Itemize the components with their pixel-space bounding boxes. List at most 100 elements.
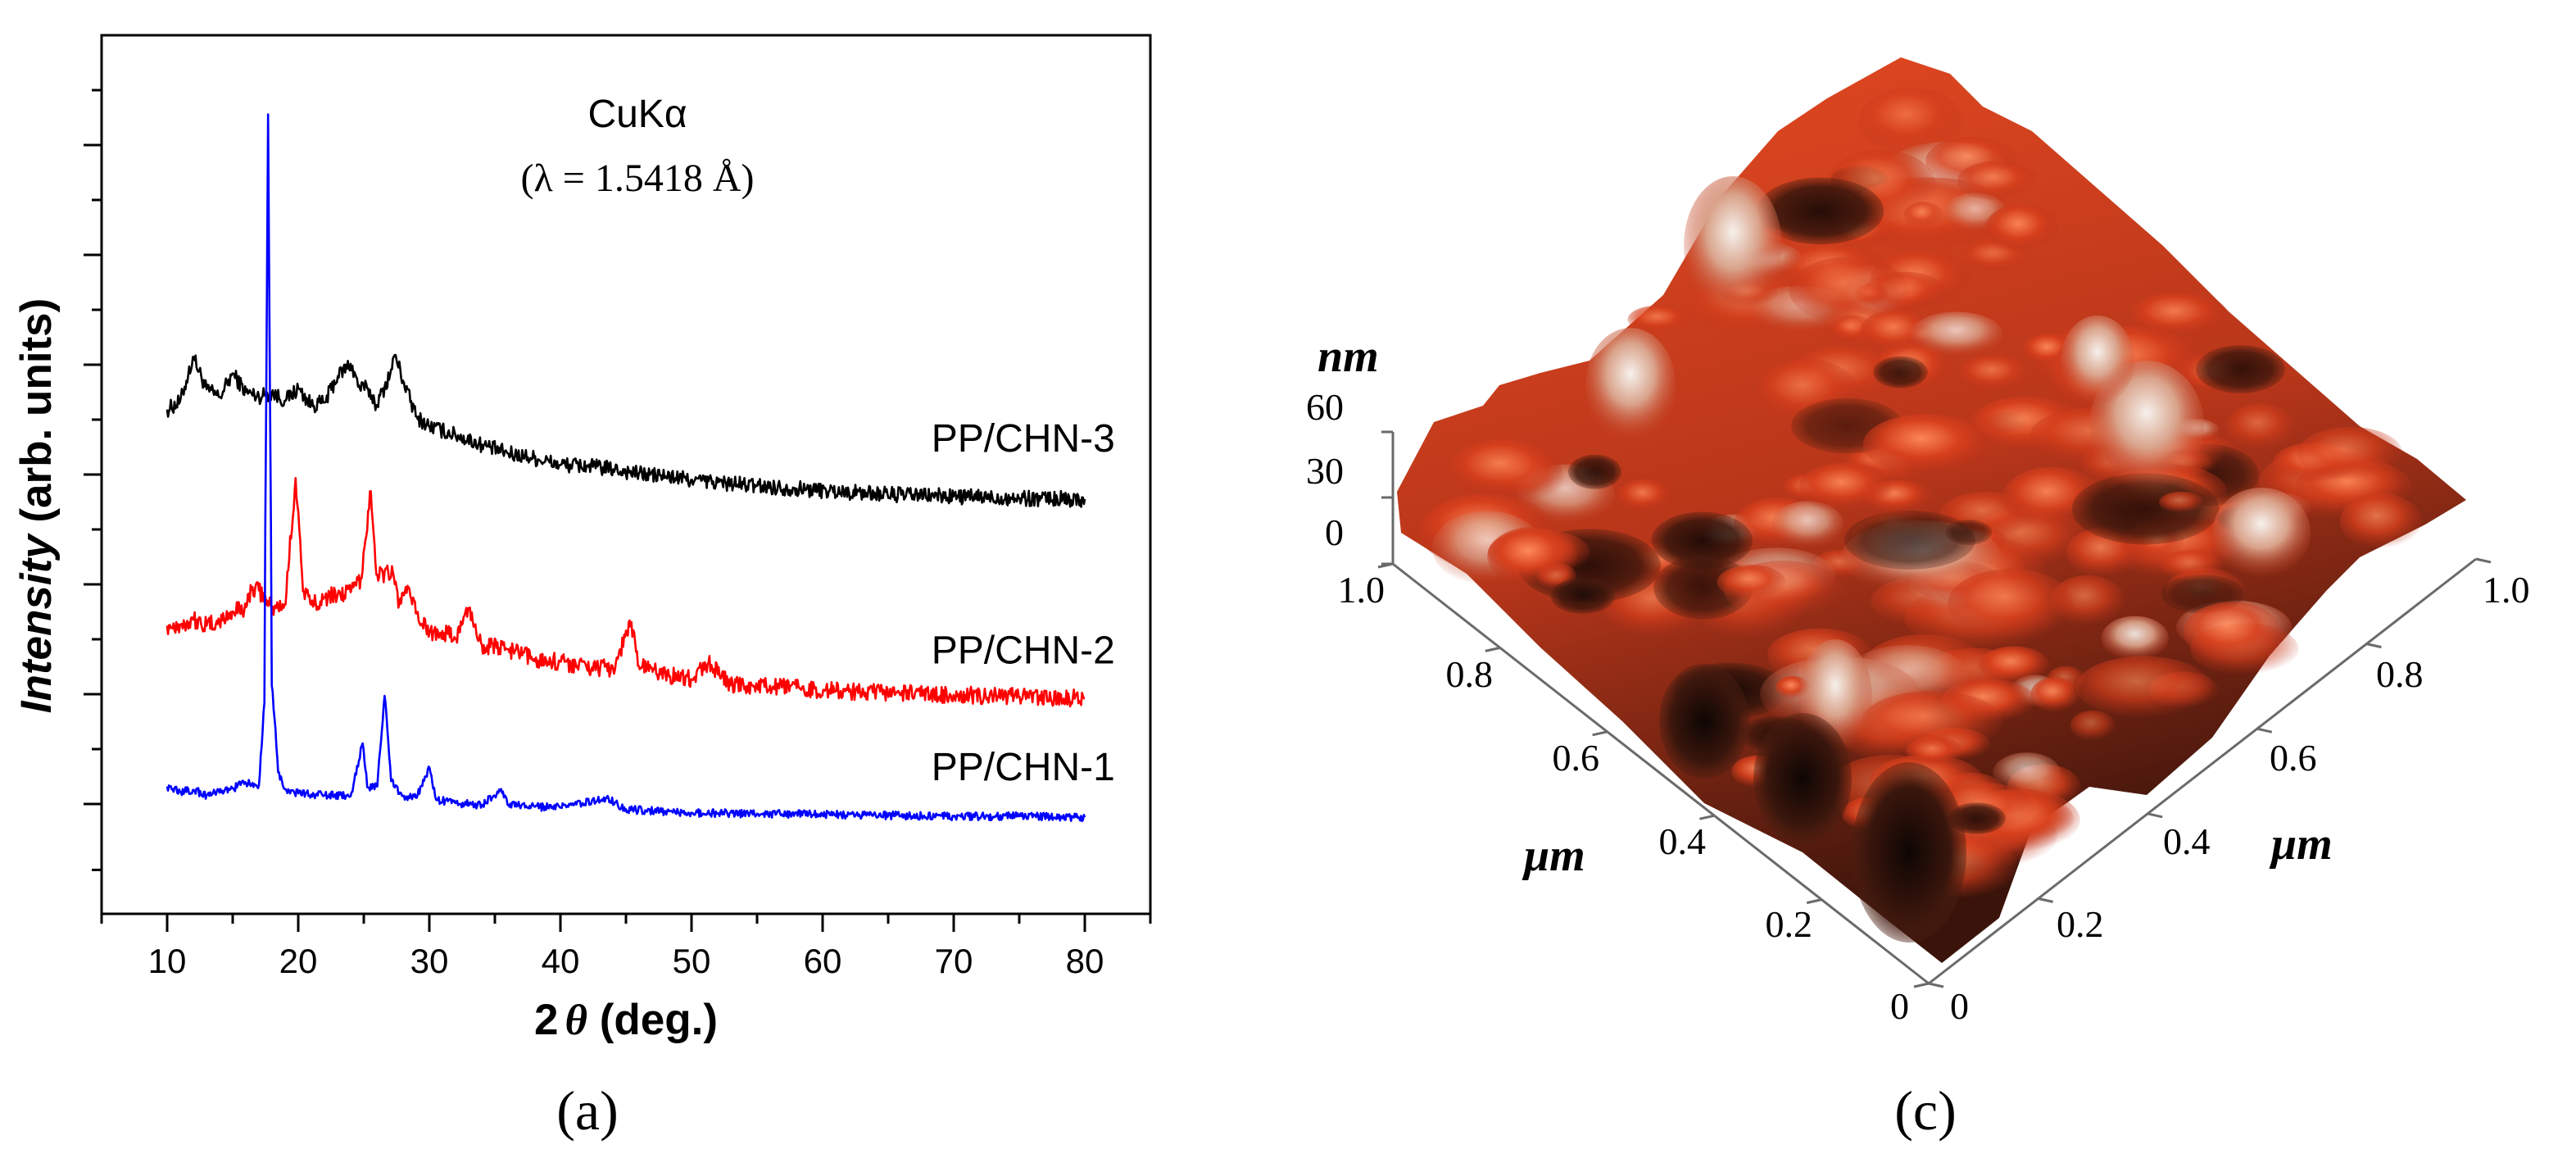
surface-grain (2196, 345, 2285, 393)
surface-valley (1852, 762, 1966, 943)
y-axis-tick (2256, 727, 2273, 734)
surface-grain (2161, 549, 2224, 582)
surface-grain (1757, 177, 1884, 245)
x-tick-label: 80 (1066, 942, 1104, 980)
y-axis-tick (2366, 643, 2382, 649)
surface-grain (1568, 454, 1621, 489)
surface-grain (1771, 501, 1844, 549)
surface-grain (1651, 511, 1753, 570)
surface-texture (1418, 87, 2422, 943)
axis-ticks: 10 20 30 40 50 60 70 80 (84, 89, 1152, 980)
surface-grain (1873, 356, 1928, 388)
annotation-source: CuKα (587, 93, 687, 136)
surface-grain (2183, 602, 2282, 662)
x-tick-label: 50 (673, 942, 711, 980)
y-tick-label: 0.2 (2057, 903, 2104, 945)
surface-grain (1945, 520, 1993, 546)
x-tick-label: 60 (804, 942, 842, 980)
surface-grain (1789, 257, 1909, 325)
x-tick-label: 0.8 (1446, 653, 1494, 695)
y-axis-label: Intensity (arb. units) (12, 298, 61, 714)
surface-grain (1487, 527, 1577, 587)
surface-peak (2061, 316, 2134, 406)
x-tick-label: 1.0 (1338, 569, 1386, 611)
surface-grain (2159, 491, 2204, 513)
series-group (166, 113, 1086, 823)
y-tick-label: 0.6 (2270, 737, 2317, 779)
surface-grain (1449, 438, 1562, 500)
surface-peak (1684, 176, 1782, 316)
z-unit-label: nm (1317, 331, 1379, 382)
annotation-wavelength: (λ = 1.5418 Å) (521, 157, 755, 200)
y-axis-tick (2147, 812, 2163, 819)
y-tick-label: 1.0 (2483, 569, 2530, 611)
afm-surface-plot: nm 60 30 0 1.0 0.8 0.6 0.4 0.2 0 μm 0 0.… (1306, 57, 2530, 1027)
surface-grain (1717, 565, 1786, 600)
x-unit-label: μm (1522, 830, 1585, 881)
surface-grain (2225, 403, 2297, 452)
xrd-chart: 10 20 30 40 50 60 70 80 CuKα (λ = 1.5418 Å) PP/… (12, 34, 1152, 1044)
surface-peak (2212, 488, 2311, 578)
panel-label-a: (a) (556, 1079, 618, 1142)
x-tick-label: 20 (279, 942, 318, 980)
y-tick-label: 0.4 (2163, 820, 2211, 862)
x-axis-tick (1699, 814, 1715, 820)
surface-grain (2071, 473, 2220, 545)
surface-grain (1861, 690, 2003, 755)
x-axis-tick (1485, 646, 1501, 652)
afm-tick-marks (1377, 430, 2492, 988)
x-tick-label: 40 (542, 942, 580, 980)
surface-valley (1659, 664, 1749, 779)
series-line-pp-chn-1 (166, 113, 1086, 823)
x-tick-label: 10 (148, 942, 187, 980)
y-unit-label: μm (2269, 819, 2333, 870)
series-labels: PP/CHN-3 PP/CHN-2 PP/CHN-1 (932, 417, 1115, 789)
surface-grain (2070, 710, 2116, 742)
surface-grain (1844, 511, 1975, 570)
y-tick-label: 0 (1950, 985, 1969, 1027)
surface-grain (2297, 426, 2403, 480)
surface-grain (1903, 201, 1944, 229)
surface-grain (1858, 87, 1964, 154)
surface-grain (1984, 203, 2059, 253)
surface-grain (2030, 677, 2081, 712)
surface-grain (1798, 462, 1893, 511)
panel-label-c: (c) (1894, 1079, 1956, 1142)
surface-grain (2075, 656, 2211, 719)
x-tick-label: 0.2 (1766, 903, 1813, 945)
surface-grain (1910, 311, 2003, 357)
series-label: PP/CHN-1 (932, 746, 1115, 789)
y-axis-tick (2475, 557, 2492, 564)
series-label: PP/CHN-2 (932, 629, 1115, 672)
x-axis (1392, 562, 1930, 985)
y-axis-tick (2038, 897, 2053, 903)
x-tick-label: 0 (1890, 985, 1909, 1027)
surface-grain (1948, 569, 2074, 639)
x-tick-label: 30 (410, 942, 449, 980)
surface-grain (2339, 493, 2422, 549)
x-axis-tick (1592, 730, 1608, 737)
z-tick-label: 0 (1325, 511, 1344, 553)
y-axis-tick (1928, 982, 1944, 988)
surface-grain (1862, 414, 1991, 475)
surface-grain (2101, 616, 2169, 661)
z-tick-label: 60 (1306, 386, 1344, 428)
surface-grain (1627, 305, 1693, 334)
series-label: PP/CHN-3 (932, 417, 1115, 461)
series-line-pp-chn-3 (166, 353, 1086, 508)
surface-peak (1585, 328, 1676, 443)
surface-grain (1993, 752, 2061, 793)
x-axis-tick (1913, 982, 1930, 988)
series-line-pp-chn-2 (166, 477, 1086, 708)
surface-grain (1958, 355, 2033, 393)
y-axis (1928, 557, 2477, 985)
surface-grain (1957, 161, 2038, 202)
surface-valley (1753, 713, 1852, 844)
y-tick-label: 0.8 (2376, 653, 2424, 695)
x-tick-label: 0.6 (1553, 737, 1600, 779)
surface-grain (2129, 292, 2229, 339)
x-tick-label: 70 (935, 942, 973, 980)
surface-body (1397, 57, 2466, 963)
